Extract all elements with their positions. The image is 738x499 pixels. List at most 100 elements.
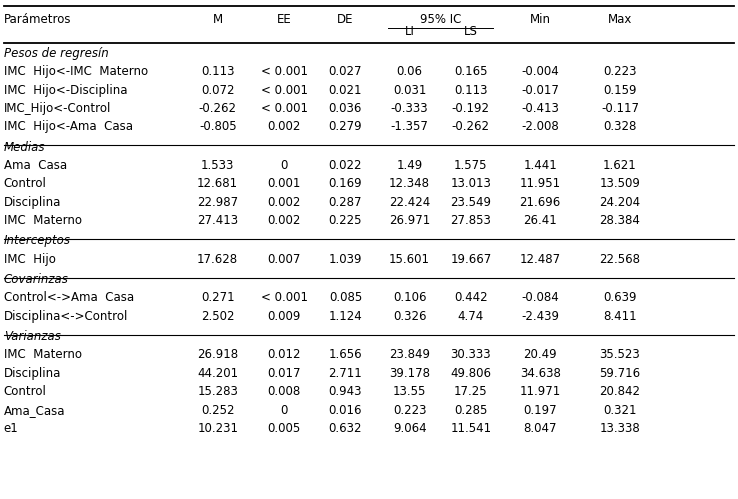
- Text: Disciplina: Disciplina: [4, 196, 61, 209]
- Text: IMC  Hijo: IMC Hijo: [4, 253, 55, 266]
- Text: 0.285: 0.285: [454, 404, 488, 417]
- Text: -0.262: -0.262: [452, 120, 490, 133]
- Text: 2.711: 2.711: [328, 367, 362, 380]
- Text: Ama  Casa: Ama Casa: [4, 159, 67, 172]
- Text: IMC  Hijo<-Ama  Casa: IMC Hijo<-Ama Casa: [4, 120, 133, 133]
- Text: 1.533: 1.533: [201, 159, 235, 172]
- Text: Control: Control: [4, 178, 46, 191]
- Text: IMC  Materno: IMC Materno: [4, 348, 82, 361]
- Text: 0.632: 0.632: [328, 422, 362, 435]
- Text: Medias: Medias: [4, 141, 45, 154]
- Text: 13.338: 13.338: [599, 422, 641, 435]
- Text: 0.252: 0.252: [201, 404, 235, 417]
- Text: 0: 0: [280, 404, 288, 417]
- Text: 0.106: 0.106: [393, 291, 427, 304]
- Text: 11.541: 11.541: [450, 422, 492, 435]
- Text: Ama_Casa: Ama_Casa: [4, 404, 65, 417]
- Text: 0.225: 0.225: [328, 215, 362, 228]
- Text: 1.039: 1.039: [328, 253, 362, 266]
- Text: 1.575: 1.575: [454, 159, 488, 172]
- Text: 59.716: 59.716: [599, 367, 641, 380]
- Text: -1.357: -1.357: [390, 120, 429, 133]
- Text: -0.117: -0.117: [601, 102, 639, 115]
- Text: 8.047: 8.047: [523, 422, 557, 435]
- Text: 0.072: 0.072: [201, 83, 235, 96]
- Text: 95% IC: 95% IC: [419, 13, 461, 26]
- Text: 0.009: 0.009: [267, 310, 301, 323]
- Text: 30.333: 30.333: [450, 348, 492, 361]
- Text: 0.06: 0.06: [396, 65, 423, 78]
- Text: 0.002: 0.002: [267, 196, 301, 209]
- Text: 22.568: 22.568: [599, 253, 641, 266]
- Text: -0.004: -0.004: [521, 65, 559, 78]
- Text: 0.169: 0.169: [328, 178, 362, 191]
- Text: 0.197: 0.197: [523, 404, 557, 417]
- Text: 0.012: 0.012: [267, 348, 301, 361]
- Text: Min: Min: [530, 13, 551, 26]
- Text: Covarinzas: Covarinzas: [4, 273, 69, 286]
- Text: 15.283: 15.283: [197, 385, 238, 398]
- Text: 15.601: 15.601: [389, 253, 430, 266]
- Text: 0.223: 0.223: [603, 65, 637, 78]
- Text: 19.667: 19.667: [450, 253, 492, 266]
- Text: 0.279: 0.279: [328, 120, 362, 133]
- Text: < 0.001: < 0.001: [261, 83, 308, 96]
- Text: 27.413: 27.413: [197, 215, 238, 228]
- Text: 0.017: 0.017: [267, 367, 301, 380]
- Text: 1.621: 1.621: [603, 159, 637, 172]
- Text: 0.271: 0.271: [201, 291, 235, 304]
- Text: 0.022: 0.022: [328, 159, 362, 172]
- Text: < 0.001: < 0.001: [261, 65, 308, 78]
- Text: EE: EE: [277, 13, 292, 26]
- Text: 13.509: 13.509: [599, 178, 641, 191]
- Text: Max: Max: [607, 13, 632, 26]
- Text: Varianzas: Varianzas: [4, 330, 61, 343]
- Text: 0.001: 0.001: [267, 178, 301, 191]
- Text: 0.321: 0.321: [603, 404, 637, 417]
- Text: M: M: [213, 13, 223, 26]
- Text: 35.523: 35.523: [599, 348, 641, 361]
- Text: 26.41: 26.41: [523, 215, 557, 228]
- Text: 22.424: 22.424: [389, 196, 430, 209]
- Text: -0.192: -0.192: [452, 102, 490, 115]
- Text: 12.348: 12.348: [389, 178, 430, 191]
- Text: 0.002: 0.002: [267, 120, 301, 133]
- Text: 13.55: 13.55: [393, 385, 427, 398]
- Text: 23.849: 23.849: [389, 348, 430, 361]
- Text: 1.124: 1.124: [328, 310, 362, 323]
- Text: -0.413: -0.413: [521, 102, 559, 115]
- Text: 27.853: 27.853: [450, 215, 492, 228]
- Text: 0.223: 0.223: [393, 404, 427, 417]
- Text: 0.287: 0.287: [328, 196, 362, 209]
- Text: < 0.001: < 0.001: [261, 291, 308, 304]
- Text: Control<->Ama  Casa: Control<->Ama Casa: [4, 291, 134, 304]
- Text: -0.017: -0.017: [521, 83, 559, 96]
- Text: 0.007: 0.007: [267, 253, 301, 266]
- Text: Disciplina<->Control: Disciplina<->Control: [4, 310, 128, 323]
- Text: 0.036: 0.036: [328, 102, 362, 115]
- Text: 0.113: 0.113: [201, 65, 235, 78]
- Text: 0.943: 0.943: [328, 385, 362, 398]
- Text: 0.031: 0.031: [393, 83, 427, 96]
- Text: 0: 0: [280, 159, 288, 172]
- Text: 0.159: 0.159: [603, 83, 637, 96]
- Text: IMC  Materno: IMC Materno: [4, 215, 82, 228]
- Text: 2.502: 2.502: [201, 310, 235, 323]
- Text: 0.165: 0.165: [454, 65, 488, 78]
- Text: LI: LI: [404, 24, 415, 38]
- Text: 9.064: 9.064: [393, 422, 427, 435]
- Text: 23.549: 23.549: [450, 196, 492, 209]
- Text: 12.681: 12.681: [197, 178, 238, 191]
- Text: 0.021: 0.021: [328, 83, 362, 96]
- Text: -0.084: -0.084: [521, 291, 559, 304]
- Text: 26.971: 26.971: [389, 215, 430, 228]
- Text: 0.442: 0.442: [454, 291, 488, 304]
- Text: 0.085: 0.085: [328, 291, 362, 304]
- Text: -2.439: -2.439: [521, 310, 559, 323]
- Text: -0.805: -0.805: [199, 120, 236, 133]
- Text: 20.842: 20.842: [599, 385, 641, 398]
- Text: 0.639: 0.639: [603, 291, 637, 304]
- Text: 20.49: 20.49: [523, 348, 557, 361]
- Text: 13.013: 13.013: [450, 178, 492, 191]
- Text: 12.487: 12.487: [520, 253, 561, 266]
